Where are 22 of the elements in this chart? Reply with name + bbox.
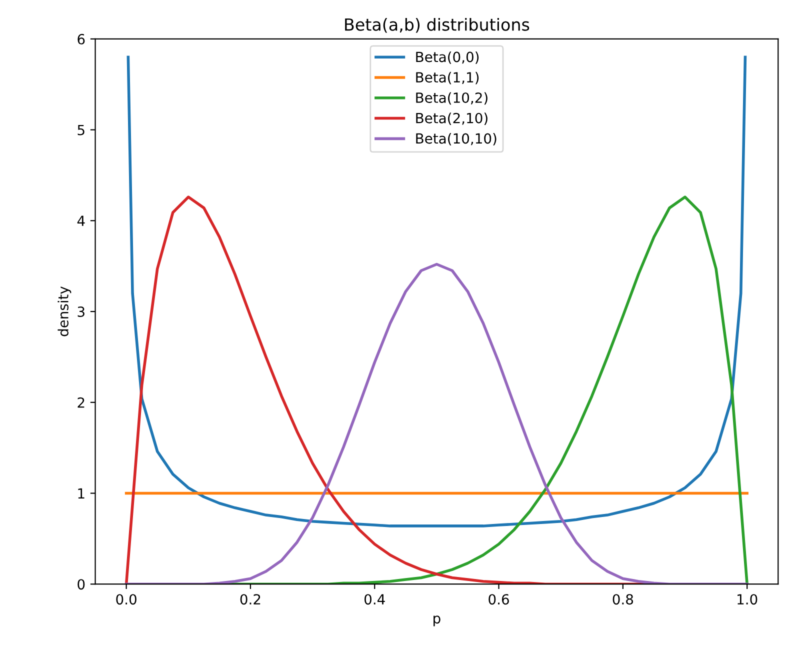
y-tick-label: 3 <box>78 306 84 317</box>
x-tick-label: 0.4 <box>364 594 385 605</box>
x-tick-label: 1.0 <box>738 594 758 605</box>
line-series <box>124 262 748 584</box>
y-tick-label: 4 <box>77 216 85 226</box>
chart-title: Beta(a,b) distributions <box>345 18 530 33</box>
y-tick-label: 0 <box>78 579 85 590</box>
x-axis-title: p <box>434 616 440 626</box>
x-tick-label: 0.6 <box>488 594 509 605</box>
y-tick-label: 5 <box>78 124 84 136</box>
y-tick-label: 2 <box>78 397 84 408</box>
y-axis-title: density <box>58 286 72 336</box>
x-tick-label: 0.2 <box>240 594 260 605</box>
legend-label: Beta(10,10) <box>416 133 496 146</box>
y-tick-label: 1 <box>78 488 84 499</box>
legend-label: Beta(2,10) <box>416 112 488 125</box>
y-tick-label: 6 <box>78 34 85 44</box>
legend-label: Beta(1,1) <box>416 72 479 84</box>
x-tick-label: 0.0 <box>116 594 136 605</box>
legend-label: Beta(0,0) <box>416 51 479 64</box>
x-tick-label: 0.8 <box>612 594 634 605</box>
legend-label: Beta(10,2) <box>416 92 488 105</box>
